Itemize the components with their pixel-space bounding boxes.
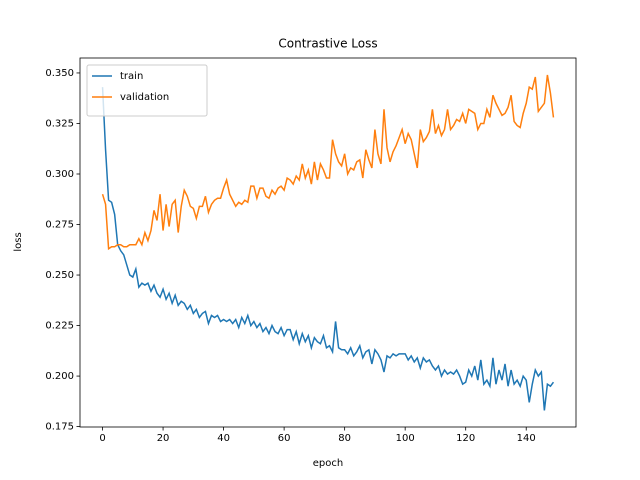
x-tick-label: 100: [396, 433, 415, 444]
line-series: [101, 74, 555, 251]
x-tick-label: 140: [517, 433, 536, 444]
x-tick-label: 60: [278, 433, 291, 444]
x-tick-label: 40: [217, 433, 230, 444]
y-tick-label: 0.175: [45, 422, 74, 433]
y-tick-label: 0.225: [45, 321, 74, 332]
legend-box: [86, 64, 208, 117]
y-tick-label: 0.350: [45, 68, 74, 79]
y-tick-label: 0.300: [45, 169, 74, 180]
chart-title: Contrastive Loss: [278, 37, 377, 51]
x-tick-label: 0: [99, 433, 105, 444]
x-axis-label: epoch: [313, 458, 343, 469]
x-tick-label: 120: [456, 433, 475, 444]
legend-label: validation: [120, 92, 169, 103]
y-tick-label: 0.275: [45, 220, 74, 231]
x-tick-label: 80: [338, 433, 351, 444]
y-axis-label: loss: [13, 232, 24, 251]
x-tick-label: 20: [157, 433, 170, 444]
y-tick-label: 0.250: [45, 270, 74, 281]
y-tick-label: 0.325: [45, 118, 74, 129]
legend-label: train: [120, 71, 143, 82]
line-series: [101, 87, 555, 411]
y-tick-label: 0.200: [45, 371, 74, 382]
axes-frame: [79, 57, 577, 428]
